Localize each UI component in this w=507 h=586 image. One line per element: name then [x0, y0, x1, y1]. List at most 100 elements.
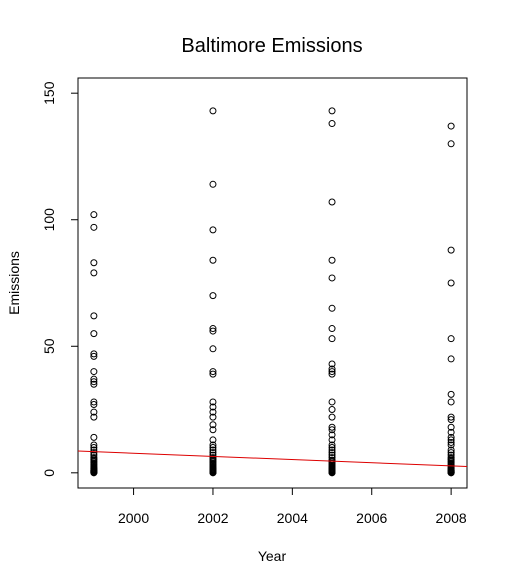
- plot-frame: [77, 77, 468, 489]
- data-point: [90, 350, 98, 358]
- data-point: [447, 390, 455, 398]
- data-point: [328, 335, 336, 343]
- data-point: [447, 279, 455, 287]
- data-point: [90, 469, 98, 477]
- data-point: [209, 368, 217, 376]
- data-point: [328, 274, 336, 282]
- data-point: [90, 259, 98, 267]
- data-point: [447, 436, 455, 444]
- data-point: [328, 107, 336, 115]
- data-point: [328, 426, 336, 434]
- x-tick-label: 2002: [197, 510, 228, 526]
- data-point: [209, 226, 217, 234]
- data-point: [447, 335, 455, 343]
- data-point: [447, 413, 455, 421]
- data-point: [90, 211, 98, 219]
- data-point: [447, 469, 455, 477]
- y-axis-label: Emissions: [6, 251, 22, 315]
- data-point: [328, 441, 336, 449]
- data-point: [209, 444, 217, 452]
- data-point: [328, 449, 336, 457]
- data-point: [447, 438, 455, 446]
- data-point: [209, 325, 217, 333]
- data-point: [209, 292, 217, 300]
- data-point: [90, 330, 98, 338]
- chart-title: Baltimore Emissions: [181, 35, 362, 57]
- data-point: [209, 436, 217, 444]
- data-point: [209, 446, 217, 454]
- data-point: [209, 370, 217, 378]
- data-point: [90, 380, 98, 388]
- data-point: [209, 256, 217, 264]
- data-point: [90, 413, 98, 421]
- data-point: [209, 107, 217, 115]
- data-point: [209, 345, 217, 353]
- data-point: [447, 246, 455, 254]
- points-group: [90, 107, 455, 477]
- data-point: [90, 398, 98, 406]
- x-axis-label: Year: [258, 548, 287, 564]
- data-point: [209, 469, 217, 477]
- data-point: [328, 423, 336, 431]
- x-tick-label: 2006: [356, 510, 387, 526]
- data-point: [447, 398, 455, 406]
- data-point: [328, 413, 336, 421]
- data-point: [90, 400, 98, 408]
- data-point: [328, 365, 336, 373]
- axes-group: 2000 2002 2004 2006 2008 0 50 100 150: [41, 81, 467, 526]
- x-tick-label: 2004: [277, 510, 308, 526]
- data-point: [328, 370, 336, 378]
- data-point: [328, 368, 336, 376]
- data-point: [447, 355, 455, 363]
- trend-group: [77, 450, 468, 467]
- y-tick-label: 100: [41, 208, 57, 232]
- data-point: [328, 444, 336, 452]
- y-tick-label: 50: [41, 338, 57, 354]
- data-point: [209, 180, 217, 188]
- plot-frame-group: [77, 77, 468, 489]
- data-point: [328, 406, 336, 414]
- data-point: [328, 398, 336, 406]
- data-point: [447, 441, 455, 449]
- data-point: [90, 368, 98, 376]
- data-point: [328, 304, 336, 312]
- data-point: [447, 433, 455, 441]
- data-point: [328, 431, 336, 439]
- data-point: [447, 423, 455, 431]
- data-point: [328, 360, 336, 368]
- data-point: [209, 441, 217, 449]
- data-point: [328, 446, 336, 454]
- data-point: [209, 403, 217, 411]
- data-point: [328, 198, 336, 206]
- data-point: [209, 327, 217, 335]
- data-point: [209, 421, 217, 429]
- data-point: [90, 269, 98, 277]
- data-point: [90, 378, 98, 386]
- data-point: [328, 120, 336, 128]
- x-tick-label: 2000: [118, 510, 149, 526]
- data-point: [209, 408, 217, 416]
- y-tick-label: 150: [41, 81, 57, 105]
- data-point: [447, 416, 455, 424]
- data-point: [90, 223, 98, 231]
- data-point: [90, 444, 98, 452]
- data-point: [90, 375, 98, 383]
- data-point: [90, 446, 98, 454]
- data-point: [328, 469, 336, 477]
- data-point: [447, 122, 455, 130]
- data-point: [447, 140, 455, 148]
- data-point: [328, 436, 336, 444]
- data-point: [209, 398, 217, 406]
- data-point: [328, 325, 336, 333]
- data-point: [328, 256, 336, 264]
- data-point: [209, 426, 217, 434]
- y-tick-label: 0: [41, 469, 57, 477]
- x-tick-label: 2008: [436, 510, 467, 526]
- data-point: [90, 352, 98, 360]
- data-point: [447, 446, 455, 454]
- data-point: [209, 413, 217, 421]
- data-point: [90, 408, 98, 416]
- data-point: [90, 441, 98, 449]
